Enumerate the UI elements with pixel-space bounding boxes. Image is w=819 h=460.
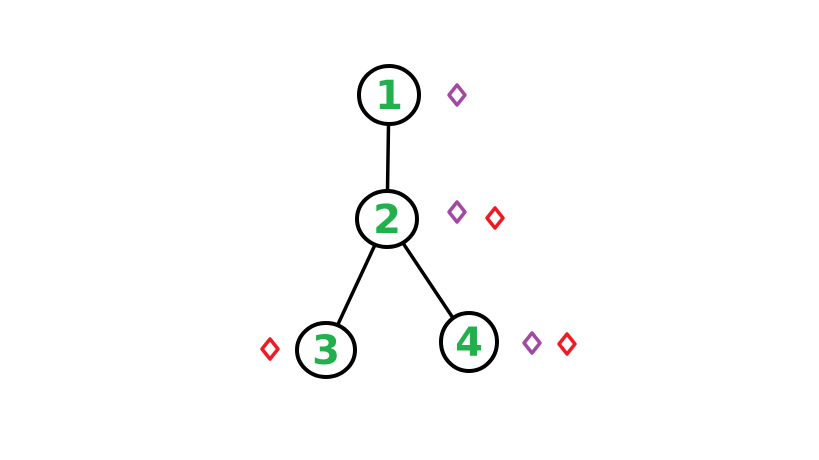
edge-1-2	[385, 122, 391, 193]
node-1: 1	[357, 64, 421, 126]
edges-group	[335, 122, 455, 328]
node-4-circle	[439, 311, 499, 373]
node-3: 3	[295, 321, 357, 379]
node-3-label: 3	[312, 328, 340, 374]
markers-group	[260, 83, 577, 361]
node-4: 4	[439, 311, 499, 373]
diamond-marker-red-node-4	[557, 332, 577, 356]
edge-2-4	[400, 240, 455, 320]
node-2-circle	[355, 189, 419, 249]
node-1-label: 1	[375, 73, 403, 119]
node-4-label: 4	[455, 320, 483, 366]
node-2: 2	[355, 189, 419, 249]
diamond-marker-purple-node-4	[522, 331, 542, 355]
node-3-circle	[295, 321, 357, 379]
nodes-group: 1 2 3 4	[295, 64, 499, 379]
diamond-marker-purple-node-2	[447, 200, 467, 224]
edge-2-3	[335, 242, 377, 328]
node-2-label: 2	[373, 197, 401, 243]
diamond-marker-purple-node-1	[447, 83, 467, 107]
diamond-marker-red-node-2	[485, 206, 505, 230]
node-1-circle	[357, 64, 421, 126]
diamond-marker-red-node-3	[260, 337, 280, 361]
